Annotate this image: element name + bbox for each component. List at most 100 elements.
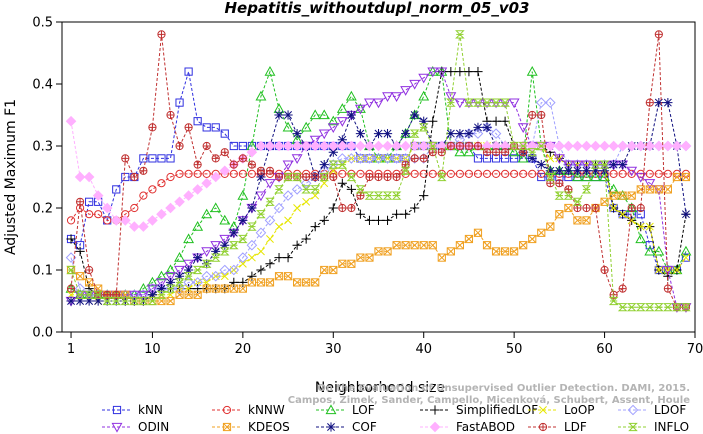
data-point (564, 203, 573, 213)
data-point (654, 169, 663, 178)
data-point (654, 185, 663, 194)
data-point (518, 141, 528, 151)
data-point (210, 241, 222, 251)
data-point (555, 179, 564, 188)
data-point (346, 172, 357, 182)
legend-marker (111, 422, 123, 433)
y-tick-label: 0.2 (32, 202, 53, 217)
data-point (473, 67, 483, 77)
data-point (572, 166, 583, 176)
data-point (382, 129, 393, 139)
data-point (445, 92, 457, 103)
data-point (373, 191, 384, 200)
data-point (428, 116, 438, 126)
data-point (156, 270, 167, 281)
data-point (184, 290, 193, 299)
data-point (256, 265, 266, 275)
data-point (237, 189, 249, 200)
data-point (383, 247, 392, 256)
data-point (229, 169, 238, 178)
data-point (382, 153, 393, 164)
data-point (437, 253, 446, 262)
data-point (265, 197, 275, 206)
data-point (473, 169, 483, 178)
data-point (545, 140, 556, 152)
data-point (201, 177, 212, 189)
data-point (211, 246, 221, 256)
data-point (166, 296, 175, 306)
data-point (337, 178, 347, 188)
data-point (319, 215, 329, 225)
data-point (355, 140, 366, 152)
data-point (327, 123, 339, 134)
data-point (364, 153, 375, 164)
data-point (157, 30, 166, 39)
data-point (680, 245, 692, 256)
data-point (410, 169, 419, 178)
data-point (264, 140, 276, 152)
series-ldf (66, 30, 691, 312)
data-point (364, 215, 375, 225)
legend-item-ldf: LDF (528, 420, 587, 434)
data-point (220, 240, 230, 250)
data-point (419, 169, 428, 178)
data-point (319, 160, 329, 170)
data-point (571, 160, 583, 171)
data-point (446, 98, 456, 107)
data-point (365, 172, 374, 182)
data-point (165, 264, 176, 275)
data-point (192, 277, 203, 288)
data-point (201, 259, 212, 268)
data-point (455, 241, 464, 250)
data-point (555, 210, 564, 219)
data-point (500, 116, 510, 126)
data-point (554, 191, 565, 200)
data-point (627, 169, 636, 178)
data-point (84, 296, 94, 306)
legend-label: LDOF (654, 403, 686, 417)
data-point (410, 110, 420, 120)
data-point (400, 166, 411, 175)
data-point (148, 123, 157, 132)
data-point (373, 129, 384, 139)
data-point (157, 154, 166, 163)
data-point (364, 98, 375, 109)
data-point (392, 172, 401, 182)
data-point (482, 122, 492, 132)
legend-label: COF (352, 420, 377, 434)
data-point (553, 154, 565, 165)
data-point (455, 129, 465, 139)
x-axis-label: Neighborhood size (315, 380, 445, 396)
data-point (137, 282, 149, 293)
data-point (256, 278, 266, 287)
legend-marker (112, 405, 122, 415)
data-point (635, 303, 646, 312)
data-point (219, 214, 231, 225)
data-point (672, 172, 682, 182)
data-point (473, 98, 483, 107)
data-point (356, 253, 365, 262)
data-point (663, 284, 672, 293)
data-point (446, 141, 455, 151)
data-point (129, 296, 140, 306)
data-point (681, 209, 691, 219)
series-lof (65, 65, 692, 299)
data-point (283, 253, 293, 263)
data-point (519, 241, 528, 250)
data-point (644, 245, 656, 256)
data-point (85, 210, 94, 219)
legend-label: ODIN (138, 420, 169, 434)
data-point (546, 222, 555, 231)
data-point (192, 265, 203, 275)
plot-frame (61, 21, 696, 333)
legend: kNN kNNW LOF SimplifiedLOF LoOP LDOF ODIN KDEOS… (102, 403, 689, 434)
data-point (300, 140, 312, 152)
data-point (302, 278, 311, 287)
data-point (94, 210, 103, 219)
data-point (418, 123, 429, 132)
data-point (282, 190, 294, 201)
data-point (365, 253, 374, 262)
data-point (599, 160, 610, 169)
data-point (609, 191, 618, 200)
data-point (528, 234, 537, 244)
